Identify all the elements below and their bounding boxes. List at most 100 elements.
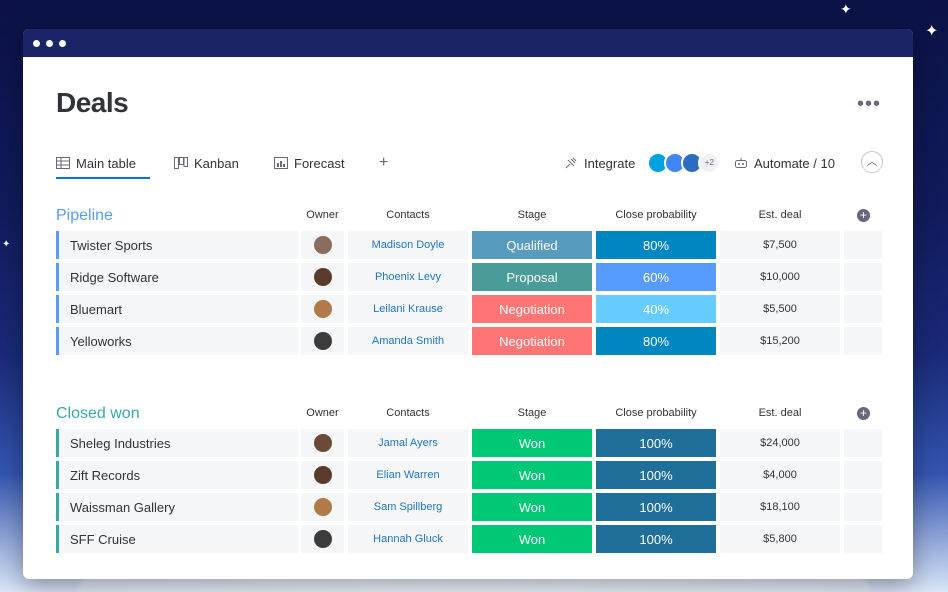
column-header-probability[interactable]: Close probability xyxy=(615,407,697,419)
probability-cell[interactable]: 100% xyxy=(596,461,716,489)
deal-cell[interactable]: $7,500 xyxy=(720,231,840,259)
column-header-deal[interactable]: Est. deal xyxy=(758,407,802,419)
avatar xyxy=(313,300,332,318)
automate-label: Automate / 10 xyxy=(754,155,835,171)
more-options-icon[interactable]: ••• xyxy=(856,93,881,115)
group-closed-won: Closed won Owner Contacts Stage Close pr… xyxy=(56,403,882,553)
owner-cell[interactable] xyxy=(301,231,344,259)
stage-status[interactable]: Won xyxy=(472,525,592,553)
group-title[interactable]: Closed won xyxy=(56,405,140,422)
owner-cell[interactable] xyxy=(301,493,344,521)
stage-status[interactable]: Won xyxy=(472,429,592,457)
table-row[interactable]: Yelloworks Amanda Smith Negotiation 80% … xyxy=(56,327,882,355)
table-row[interactable]: Bluemart Leilani Krause Negotiation 40% … xyxy=(56,295,882,323)
stage-status[interactable]: Won xyxy=(472,461,592,489)
tab-label: Kanban xyxy=(194,155,239,171)
window-dot[interactable] xyxy=(46,39,53,47)
empty-cell[interactable] xyxy=(844,493,882,521)
column-header-deal[interactable]: Est. deal xyxy=(758,209,802,221)
stage-status[interactable]: Negotiation xyxy=(472,295,592,323)
empty-cell[interactable] xyxy=(844,525,882,553)
integrate-label: Integrate xyxy=(584,155,636,171)
table-row[interactable]: Waissman Gallery Sam Spillberg Won 100% … xyxy=(56,493,882,521)
deal-cell[interactable]: $18,100 xyxy=(720,493,840,521)
column-header-probability[interactable]: Close probability xyxy=(615,209,697,221)
empty-cell[interactable] xyxy=(844,327,882,355)
avatar xyxy=(313,530,332,548)
empty-cell[interactable] xyxy=(844,429,882,457)
add-view-icon[interactable]: + xyxy=(379,154,389,171)
table-row[interactable]: Ridge Software Phoenix Levy Proposal 60%… xyxy=(56,263,882,291)
column-header-contacts[interactable]: Contacts xyxy=(386,407,430,419)
contact-cell[interactable]: Sam Spillberg xyxy=(348,493,468,521)
table-row[interactable]: Zift Records Elian Warren Won 100% $4,00… xyxy=(56,461,882,489)
deal-cell[interactable]: $4,000 xyxy=(720,461,840,489)
deal-cell[interactable]: $10,000 xyxy=(720,263,840,291)
probability-cell[interactable]: 40% xyxy=(596,295,716,323)
empty-cell[interactable] xyxy=(844,461,882,489)
tab-main-table[interactable]: Main table xyxy=(56,149,150,179)
stage-status[interactable]: Won xyxy=(472,493,592,521)
item-name[interactable]: Twister Sports xyxy=(56,231,298,259)
deal-cell[interactable]: $5,800 xyxy=(720,525,840,553)
group-title[interactable]: Pipeline xyxy=(56,207,113,224)
item-name[interactable]: Ridge Software xyxy=(56,263,298,291)
column-header-contacts[interactable]: Contacts xyxy=(386,209,430,221)
add-column-icon[interactable]: + xyxy=(857,209,870,222)
contact-cell[interactable]: Elian Warren xyxy=(348,461,468,489)
contact-cell[interactable]: Phoenix Levy xyxy=(348,263,468,291)
column-header-owner[interactable]: Owner xyxy=(306,407,339,419)
probability-cell[interactable]: 100% xyxy=(596,429,716,457)
owner-cell[interactable] xyxy=(301,461,344,489)
deal-cell[interactable]: $5,500 xyxy=(720,295,840,323)
empty-cell[interactable] xyxy=(844,295,882,323)
column-header-stage[interactable]: Stage xyxy=(517,407,547,419)
contact-cell[interactable]: Leilani Krause xyxy=(348,295,468,323)
table-row[interactable]: Sheleg Industries Jamal Ayers Won 100% $… xyxy=(56,429,882,457)
probability-cell[interactable]: 100% xyxy=(596,493,716,521)
contact-cell[interactable]: Madison Doyle xyxy=(348,231,468,259)
app-window: Deals ••• Main table Kanban Forecast + I… xyxy=(23,29,913,579)
contact-cell[interactable]: Amanda Smith xyxy=(348,327,468,355)
stage-status[interactable]: Negotiation xyxy=(472,327,592,355)
window-dot[interactable] xyxy=(33,39,40,47)
tab-kanban[interactable]: Kanban xyxy=(174,149,239,177)
window-dot[interactable] xyxy=(59,39,66,47)
deal-cell[interactable]: $15,200 xyxy=(720,327,840,355)
probability-cell[interactable]: 80% xyxy=(596,327,716,355)
owner-cell[interactable] xyxy=(301,525,344,553)
table-row[interactable]: SFF Cruise Hannah Gluck Won 100% $5,800 xyxy=(56,525,882,553)
column-header-owner[interactable]: Owner xyxy=(306,209,339,221)
table-row[interactable]: Twister Sports Madison Doyle Qualified 8… xyxy=(56,231,882,259)
item-name[interactable]: Waissman Gallery xyxy=(56,493,298,521)
owner-cell[interactable] xyxy=(301,429,344,457)
stage-status[interactable]: Qualified xyxy=(472,231,592,259)
contact-cell[interactable]: Hannah Gluck xyxy=(348,525,468,553)
contact-cell[interactable]: Jamal Ayers xyxy=(348,429,468,457)
window-titlebar xyxy=(23,29,913,57)
owner-cell[interactable] xyxy=(301,295,344,323)
empty-cell[interactable] xyxy=(844,263,882,291)
item-name[interactable]: Sheleg Industries xyxy=(56,429,298,457)
empty-cell[interactable] xyxy=(844,231,882,259)
collapse-chevron-icon[interactable]: ︿ xyxy=(861,151,883,173)
automate-button[interactable]: Automate / 10 xyxy=(734,149,835,177)
add-column-icon[interactable]: + xyxy=(857,407,870,420)
column-header-stage[interactable]: Stage xyxy=(517,209,547,221)
item-name[interactable]: Yelloworks xyxy=(56,327,298,355)
tab-forecast[interactable]: Forecast xyxy=(274,149,345,177)
owner-cell[interactable] xyxy=(301,263,344,291)
stage-status[interactable]: Proposal xyxy=(472,263,592,291)
deal-cell[interactable]: $24,000 xyxy=(720,429,840,457)
probability-cell[interactable]: 80% xyxy=(596,231,716,259)
robot-icon xyxy=(735,158,747,168)
kanban-icon xyxy=(174,157,188,169)
probability-cell[interactable]: 100% xyxy=(596,525,716,553)
item-name[interactable]: SFF Cruise xyxy=(56,525,298,553)
probability-cell[interactable]: 60% xyxy=(596,263,716,291)
item-name[interactable]: Zift Records xyxy=(56,461,298,489)
item-name[interactable]: Bluemart xyxy=(56,295,298,323)
avatar xyxy=(313,236,332,254)
owner-cell[interactable] xyxy=(301,327,344,355)
integrate-button[interactable]: Integrate +2 xyxy=(564,149,721,177)
